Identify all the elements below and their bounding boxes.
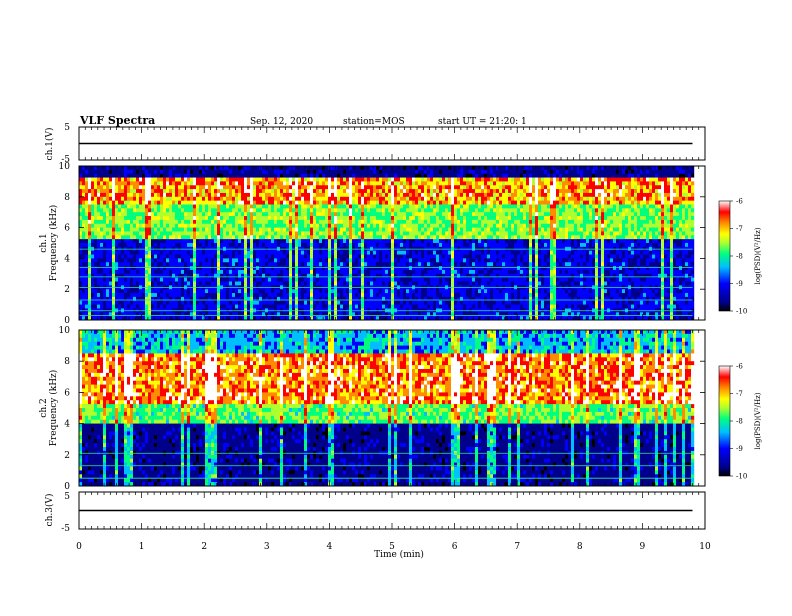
ch3-waveform-panel: 5 -5 ch.3(V)	[44, 492, 705, 534]
x-tick-label: 3	[264, 542, 270, 552]
ch2-colorbar-label: log(PSD)(V²/Hz)	[754, 392, 762, 449]
ch1-spectrogram-panel: 0 2 4 6 8 10 ch.1 Frequency (kHz)	[39, 162, 705, 326]
x-tick-label: 10	[699, 542, 711, 552]
colorbar-tick-label: -10	[736, 308, 747, 316]
station-label: station=MOS	[343, 117, 405, 127]
x-tick-label: 1	[139, 542, 145, 552]
ch2-spectrogram-heatmap	[79, 330, 705, 486]
frequency-tick-label: 4	[64, 254, 70, 264]
x-tick-label: 7	[514, 542, 520, 552]
ch2-colorbar: -6 -7 -8 -9 -10 log(PSD)(V²/Hz)	[719, 363, 762, 481]
colorbar-tick-label: -7	[736, 225, 743, 233]
x-tick-label: 6	[452, 542, 458, 552]
ch3-ytick-bottom: -5	[61, 524, 70, 534]
x-tick-label: 2	[201, 542, 207, 552]
ch2-spectrogram-ylabel-freq: Frequency (kHz)	[48, 370, 59, 447]
ch1-spectrogram-heatmap	[79, 166, 705, 320]
ch2-spectrogram-ylabel-channel: ch.2	[39, 398, 49, 417]
x-axis-label: Time (min)	[374, 549, 424, 560]
ch1-spectrogram-ylabel-freq: Frequency (kHz)	[48, 205, 59, 282]
colorbar-tick-label: -8	[736, 253, 743, 261]
x-tick-label: 8	[577, 542, 583, 552]
start-time-label: start UT = 21:20: 1	[438, 117, 527, 127]
frequency-tick-label: 0	[64, 482, 70, 492]
colorbar-tick-label: -9	[736, 280, 743, 288]
colorbar-tick-label: -6	[736, 198, 743, 206]
ch2-spectrogram-panel: 0 2 4 6 8 10 ch.2 Frequency (kHz)	[39, 326, 705, 492]
frequency-tick-label: 2	[64, 451, 70, 461]
ch1-ytick-top: 5	[64, 123, 70, 133]
frequency-tick-label: 6	[64, 224, 70, 234]
colorbar-tick-label: -9	[736, 445, 743, 453]
frequency-tick-label: 0	[64, 316, 70, 326]
colorbar-tick-label: -7	[736, 390, 743, 398]
ch3-waveform-ylabel: ch.3(V)	[44, 494, 55, 527]
x-tick-label: 4	[327, 542, 333, 552]
x-tick-label: 9	[640, 542, 646, 552]
frequency-tick-label: 10	[59, 162, 71, 172]
colorbar-tick-label: -6	[736, 363, 743, 371]
ch1-waveform-ylabel: ch.1(V)	[44, 128, 55, 161]
colorbar-tick-label: -10	[736, 473, 747, 481]
frequency-tick-label: 8	[64, 357, 70, 367]
ch1-colorbar: -6 -7 -8 -9 -10 log(PSD)(V²/Hz)	[719, 198, 762, 316]
frequency-tick-label: 4	[64, 420, 70, 430]
colorbar-tick-label: -8	[736, 418, 743, 426]
ch1-colorbar-label: log(PSD)(V²/Hz)	[754, 227, 762, 284]
ch1-waveform-panel: 5 -5 ch.1(V)	[44, 123, 705, 165]
frequency-tick-label: 6	[64, 388, 70, 398]
date-label: Sep. 12, 2020	[250, 117, 313, 127]
ch3-ytick-top: 5	[64, 492, 70, 502]
chart-title: VLF Spectra	[79, 114, 155, 127]
ch1-spectrogram-ylabel-channel: ch.1	[39, 233, 49, 252]
x-tick-label: 0	[76, 542, 82, 552]
frequency-tick-label: 2	[64, 285, 70, 295]
frequency-tick-label: 10	[59, 326, 71, 336]
frequency-tick-label: 8	[64, 193, 70, 203]
